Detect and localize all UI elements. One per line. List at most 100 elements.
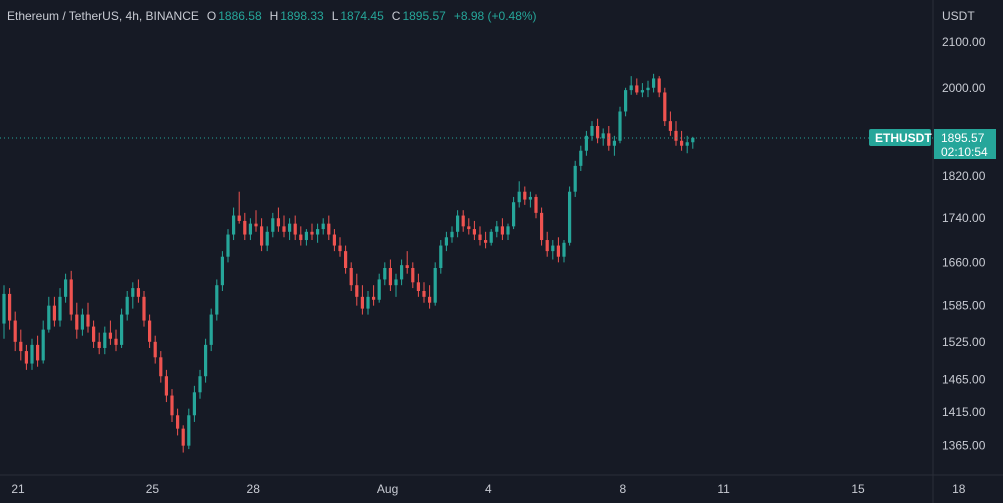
- candle-body[interactable]: [528, 196, 532, 200]
- candle-body[interactable]: [8, 293, 12, 321]
- candle-body[interactable]: [344, 251, 348, 268]
- candle-body[interactable]: [366, 296, 370, 309]
- candle-body[interactable]: [624, 90, 628, 112]
- candle-body[interactable]: [13, 320, 17, 342]
- candle-body[interactable]: [192, 392, 196, 416]
- candle-body[interactable]: [114, 338, 118, 345]
- candle-body[interactable]: [181, 428, 185, 446]
- candle-body[interactable]: [243, 220, 247, 235]
- candle-body[interactable]: [282, 226, 286, 232]
- candle-body[interactable]: [136, 288, 140, 297]
- candle-body[interactable]: [685, 142, 689, 146]
- candle-body[interactable]: [394, 279, 398, 286]
- candle-body[interactable]: [349, 268, 353, 286]
- candle-body[interactable]: [383, 268, 387, 280]
- candle-body[interactable]: [461, 215, 465, 227]
- candle-body[interactable]: [237, 215, 241, 221]
- candle-body[interactable]: [187, 415, 191, 446]
- candle-body[interactable]: [170, 395, 174, 416]
- candle-body[interactable]: [58, 296, 62, 321]
- candle-body[interactable]: [159, 357, 163, 377]
- candle-body[interactable]: [428, 296, 432, 303]
- candle-body[interactable]: [293, 223, 297, 235]
- candle-body[interactable]: [24, 351, 28, 364]
- candle-body[interactable]: [534, 196, 538, 213]
- candle-body[interactable]: [148, 320, 152, 342]
- candle-body[interactable]: [125, 296, 129, 315]
- candle-body[interactable]: [271, 218, 275, 232]
- candle-body[interactable]: [601, 133, 605, 139]
- candle-body[interactable]: [467, 226, 471, 230]
- candle-body[interactable]: [52, 305, 56, 321]
- candle-body[interactable]: [635, 85, 639, 93]
- candle-body[interactable]: [439, 245, 443, 268]
- candle-body[interactable]: [97, 341, 101, 348]
- candle-body[interactable]: [545, 240, 549, 252]
- candle-body[interactable]: [120, 314, 124, 345]
- candle-body[interactable]: [248, 223, 252, 235]
- candle-body[interactable]: [131, 288, 135, 297]
- candle-body[interactable]: [422, 290, 426, 297]
- candle-body[interactable]: [523, 191, 527, 200]
- symbol-name[interactable]: Ethereum / TetherUS: [7, 9, 119, 23]
- candle-body[interactable]: [304, 231, 308, 241]
- candle-body[interactable]: [478, 234, 482, 241]
- candle-body[interactable]: [360, 296, 364, 309]
- candle-body[interactable]: [495, 226, 499, 232]
- candle-body[interactable]: [618, 111, 622, 141]
- candle-body[interactable]: [321, 223, 325, 230]
- candle-body[interactable]: [338, 245, 342, 252]
- candle-body[interactable]: [226, 234, 230, 257]
- candle-body[interactable]: [612, 140, 616, 146]
- candle-body[interactable]: [411, 268, 415, 283]
- candle-body[interactable]: [232, 215, 236, 235]
- candle-body[interactable]: [674, 130, 678, 141]
- candle-body[interactable]: [377, 279, 381, 300]
- candle-body[interactable]: [596, 126, 600, 139]
- candle-body[interactable]: [209, 314, 213, 345]
- candle-body[interactable]: [332, 234, 336, 246]
- candle-body[interactable]: [36, 344, 40, 361]
- candle-body[interactable]: [472, 229, 476, 235]
- candle-body[interactable]: [153, 341, 157, 358]
- candle-body[interactable]: [573, 165, 577, 192]
- candle-body[interactable]: [19, 341, 23, 352]
- candle-body[interactable]: [41, 329, 45, 361]
- candle-body[interactable]: [69, 279, 73, 315]
- candle-body[interactable]: [30, 344, 34, 364]
- candle-body[interactable]: [680, 140, 684, 146]
- candle-body[interactable]: [2, 293, 6, 324]
- candle-body[interactable]: [310, 231, 314, 235]
- candle-body[interactable]: [388, 268, 392, 286]
- candle-body[interactable]: [663, 92, 667, 122]
- candle-body[interactable]: [220, 256, 224, 286]
- candle-body[interactable]: [265, 231, 269, 246]
- candle-body[interactable]: [215, 285, 219, 315]
- candle-body[interactable]: [646, 87, 650, 91]
- candle-body[interactable]: [142, 296, 146, 321]
- time-axis[interactable]: 21 25 28 Aug 4 8 11 15 18: [11, 482, 965, 496]
- candle-body[interactable]: [405, 265, 409, 268]
- candle-body[interactable]: [484, 240, 488, 243]
- candle-body[interactable]: [568, 191, 572, 243]
- candle-body[interactable]: [416, 282, 420, 291]
- candle-body[interactable]: [562, 242, 566, 257]
- candle-body[interactable]: [372, 296, 376, 300]
- candle-body[interactable]: [540, 212, 544, 241]
- candle-body[interactable]: [450, 231, 454, 238]
- candle-body[interactable]: [556, 245, 560, 257]
- candle-body[interactable]: [444, 237, 448, 246]
- candle-body[interactable]: [198, 376, 202, 393]
- candle-body[interactable]: [80, 314, 84, 330]
- candle-body[interactable]: [640, 90, 644, 93]
- candle-body[interactable]: [299, 234, 303, 241]
- candle-body[interactable]: [86, 314, 90, 327]
- candle-body[interactable]: [327, 223, 331, 235]
- candle-body[interactable]: [316, 229, 320, 235]
- candle-body[interactable]: [506, 226, 510, 235]
- candle-body[interactable]: [176, 415, 180, 429]
- candle-body[interactable]: [551, 245, 555, 252]
- interval-label[interactable]: 4h: [125, 9, 139, 23]
- candle-body[interactable]: [355, 285, 359, 297]
